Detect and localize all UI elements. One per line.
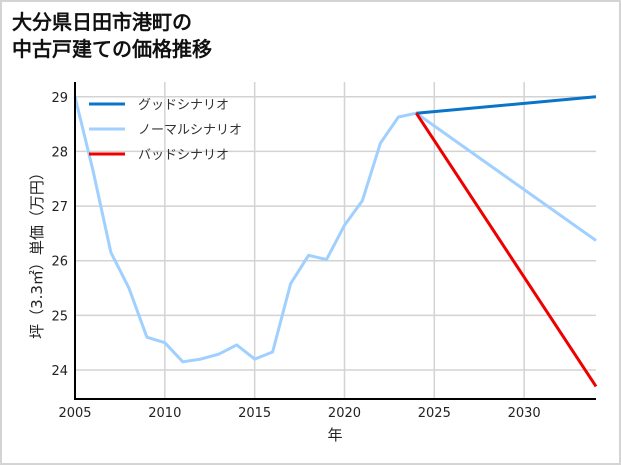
legend-label: ノーマルシナリオ [138, 123, 242, 138]
y-tick-label: 27 [51, 200, 68, 215]
series-line-0 [416, 95, 597, 115]
chart-title-line-1: 大分県日田市港町の [12, 10, 192, 34]
x-tick-label: 2030 [508, 406, 541, 421]
y-tick-label: 29 [51, 91, 68, 106]
y-tick-label: 26 [51, 255, 68, 270]
y-axis-label: 坪（3.3㎡）単価（万円） [28, 165, 46, 339]
y-tick-label: 25 [51, 309, 68, 324]
x-tick-label: 2015 [238, 406, 271, 421]
y-tick-labels: 24 25 26 27 28 29 [51, 91, 68, 379]
x-tick-labels: 2005 2010 2015 2020 2025 2030 [58, 406, 540, 421]
legend-label: グッドシナリオ [138, 98, 229, 113]
x-tick-label: 2025 [418, 406, 451, 421]
series-line-2 [415, 112, 598, 388]
x-tick-label: 2020 [328, 406, 361, 421]
chart-title: 大分県日田市港町の 中古戸建ての価格推移 [12, 9, 212, 63]
series-lines [73, 95, 598, 388]
legend-label: バッドシナリオ [138, 148, 229, 163]
x-tick-label: 2005 [58, 406, 91, 421]
series-line-1 [73, 96, 597, 364]
y-tick-label: 28 [51, 145, 68, 160]
x-axis-label: 年 [327, 426, 342, 444]
x-tick-label: 2010 [148, 406, 181, 421]
axes [74, 82, 596, 400]
chart-title-line-2: 中古戸建ての価格推移 [12, 37, 212, 61]
y-tick-label: 24 [51, 364, 68, 379]
